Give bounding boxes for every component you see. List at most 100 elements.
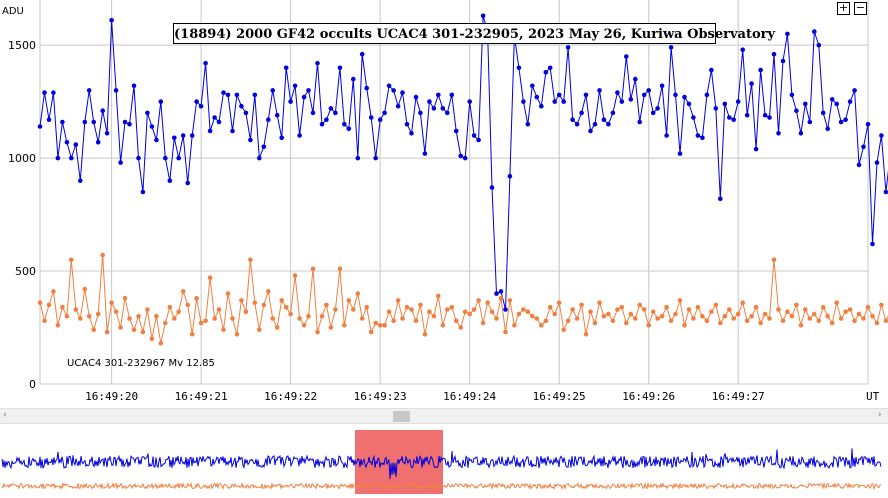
data-point (252, 92, 258, 98)
data-point (266, 117, 271, 122)
data-point (449, 304, 455, 310)
data-point (431, 106, 437, 111)
data-point (386, 83, 392, 89)
scroll-left-arrow[interactable]: ‹ (3, 410, 7, 420)
overview-strip-chart[interactable] (0, 424, 888, 498)
data-point (695, 304, 701, 310)
zoom-in-button[interactable]: + (837, 1, 850, 15)
data-point (489, 185, 495, 190)
data-point (127, 316, 132, 321)
data-point (359, 316, 365, 321)
data-point (870, 241, 875, 247)
data-point (771, 51, 777, 57)
data-point (767, 316, 772, 321)
target-star-series (37, 13, 888, 312)
data-point (771, 257, 777, 263)
x-tick-label: 16:49:23 (354, 390, 407, 403)
y-axis-label: ADU (2, 6, 24, 17)
data-point (368, 115, 374, 120)
y-tick-label: 500 (15, 265, 36, 278)
data-point (248, 137, 253, 143)
data-point (359, 51, 365, 57)
data-point (628, 97, 634, 102)
data-point (122, 295, 128, 301)
data-point (418, 302, 423, 308)
series-layer (37, 13, 888, 346)
data-point (279, 298, 285, 303)
data-point (480, 13, 486, 19)
data-point (297, 316, 302, 321)
data-point (606, 121, 611, 127)
data-point (113, 309, 119, 315)
data-point (565, 45, 571, 50)
data-point (767, 115, 772, 120)
scroll-right-arrow[interactable]: › (878, 410, 882, 420)
data-point (843, 309, 848, 315)
series-line (39, 15, 888, 310)
data-point (180, 289, 186, 294)
data-point (794, 302, 799, 308)
data-point (283, 304, 289, 310)
data-point (288, 311, 293, 317)
data-point (351, 76, 356, 82)
data-point (476, 298, 481, 303)
zoom-out-button[interactable]: − (854, 1, 867, 15)
data-point (816, 42, 822, 48)
data-point (315, 60, 320, 66)
data-point (266, 289, 271, 294)
data-point (668, 318, 674, 324)
x-tick-label: 16:49:20 (85, 390, 138, 403)
data-point (109, 18, 114, 23)
data-point (328, 325, 334, 330)
data-point (373, 155, 379, 161)
data-point (328, 106, 334, 111)
data-point (100, 108, 105, 113)
data-point (104, 131, 110, 136)
data-point (570, 307, 575, 312)
data-point (292, 83, 298, 89)
data-point (829, 97, 835, 102)
data-point (158, 341, 164, 346)
data-point (355, 291, 361, 296)
data-point (870, 313, 875, 319)
data-point (543, 70, 549, 75)
data-point (453, 318, 459, 324)
x-tick-label: 16:49:21 (175, 390, 228, 403)
data-point (467, 311, 473, 317)
data-point (865, 304, 871, 310)
data-point (355, 155, 361, 161)
data-point (449, 92, 455, 98)
data-point (377, 323, 383, 328)
data-point (288, 99, 293, 104)
data-point (574, 316, 580, 321)
data-point (525, 121, 531, 127)
data-point (829, 320, 835, 326)
data-point (758, 67, 763, 73)
data-point (351, 307, 356, 312)
data-point (588, 128, 593, 134)
data-point (95, 311, 101, 317)
data-point (758, 320, 763, 326)
data-point (198, 320, 204, 326)
data-point (270, 316, 276, 321)
data-point (445, 307, 450, 312)
data-point (803, 101, 808, 107)
data-point (230, 316, 235, 321)
data-point (534, 316, 540, 321)
data-point (78, 316, 83, 321)
horizontal-scrollbar[interactable]: ‹ › (0, 408, 888, 424)
data-point (37, 124, 43, 129)
data-point (668, 45, 674, 50)
data-point (391, 318, 396, 324)
data-point (659, 83, 665, 89)
data-point (185, 180, 190, 186)
data-point (149, 124, 155, 129)
data-point (539, 323, 544, 328)
data-point (404, 121, 410, 127)
data-point (91, 327, 96, 333)
scrollbar-thumb[interactable] (393, 411, 410, 422)
data-point (471, 133, 477, 138)
data-point (382, 323, 387, 328)
data-point (60, 304, 65, 310)
